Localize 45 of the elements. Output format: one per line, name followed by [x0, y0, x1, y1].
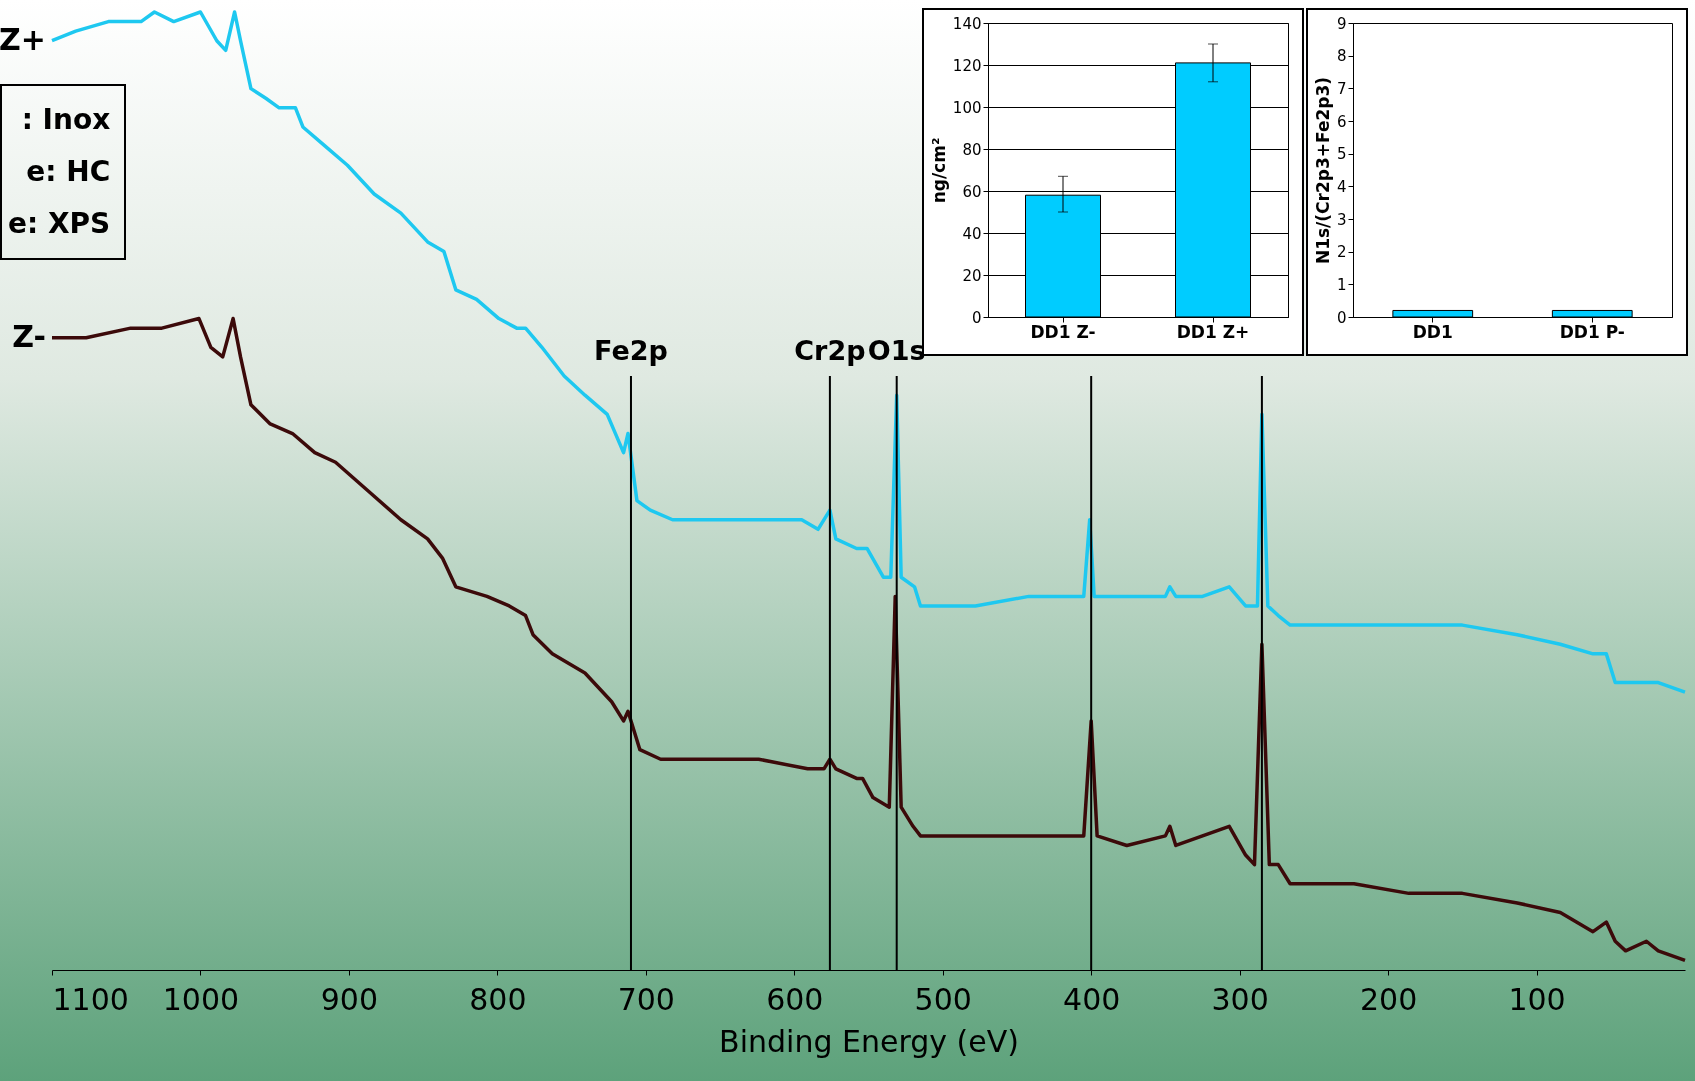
x-tick-label: DD1 — [1412, 321, 1453, 342]
y-tick-label: 9 — [1336, 14, 1347, 33]
y-tick-label: 0 — [971, 308, 982, 327]
y-tick-label: 5 — [1336, 145, 1347, 164]
x-tick-label: 100 — [1508, 981, 1566, 1017]
y-tick-label: 7 — [1336, 79, 1347, 98]
text-box: : Inox e: HC e: XPS — [0, 84, 127, 260]
y-tick-label: 8 — [1336, 47, 1347, 66]
x-tick-label: DD1 P- — [1559, 321, 1625, 342]
y-tick-label: 80 — [962, 140, 982, 159]
x-tick-label: 1000 — [162, 981, 240, 1017]
y-tick-label: 100 — [952, 98, 982, 117]
series-label: Z+ — [0, 21, 46, 57]
y-tick-label: 40 — [962, 224, 982, 243]
x-tick-label: 1100 — [52, 981, 129, 1017]
y-tick-label: 2 — [1336, 243, 1347, 262]
x-tick-label: 300 — [1211, 981, 1269, 1017]
annotation: e: HC — [25, 154, 111, 190]
y-axis-title: N1s/(Cr2p3+Fe2p3) — [1312, 76, 1333, 265]
y-tick-label: 120 — [952, 56, 982, 75]
x-tick-label: 200 — [1359, 981, 1418, 1017]
x-tick-label: 700 — [617, 981, 675, 1017]
x-tick-label: 400 — [1063, 981, 1121, 1017]
x-tick-label: 900 — [320, 981, 379, 1017]
y-tick-label: 4 — [1336, 177, 1347, 196]
x-axis-title: Binding Energy (eV) — [719, 1023, 1019, 1059]
y-tick-label: 0 — [1336, 308, 1347, 327]
x-tick-label: 800 — [469, 981, 527, 1017]
ref-line-label: O1s — [867, 335, 926, 367]
y-tick-label: 1 — [1336, 275, 1347, 294]
y-tick-label: 20 — [962, 266, 982, 285]
series-label: Z- — [12, 318, 46, 354]
y-tick-label: 6 — [1336, 112, 1347, 131]
annotation: : Inox — [20, 102, 111, 138]
ref-line-label: Cr2p — [794, 335, 866, 367]
x-tick-label: DD1 Z- — [1030, 321, 1096, 342]
y-tick-label: 140 — [952, 14, 982, 33]
x-tick-label: 600 — [766, 981, 824, 1017]
y-tick-label: 60 — [962, 182, 982, 201]
annotation: e: XPS — [8, 206, 111, 242]
y-axis-title: ng/cm² — [928, 137, 949, 204]
x-tick-label: DD1 Z+ — [1176, 321, 1250, 342]
ref-line-label: Fe2p — [594, 335, 668, 367]
y-tick-label: 3 — [1336, 210, 1347, 229]
x-tick-label: 500 — [914, 981, 972, 1017]
